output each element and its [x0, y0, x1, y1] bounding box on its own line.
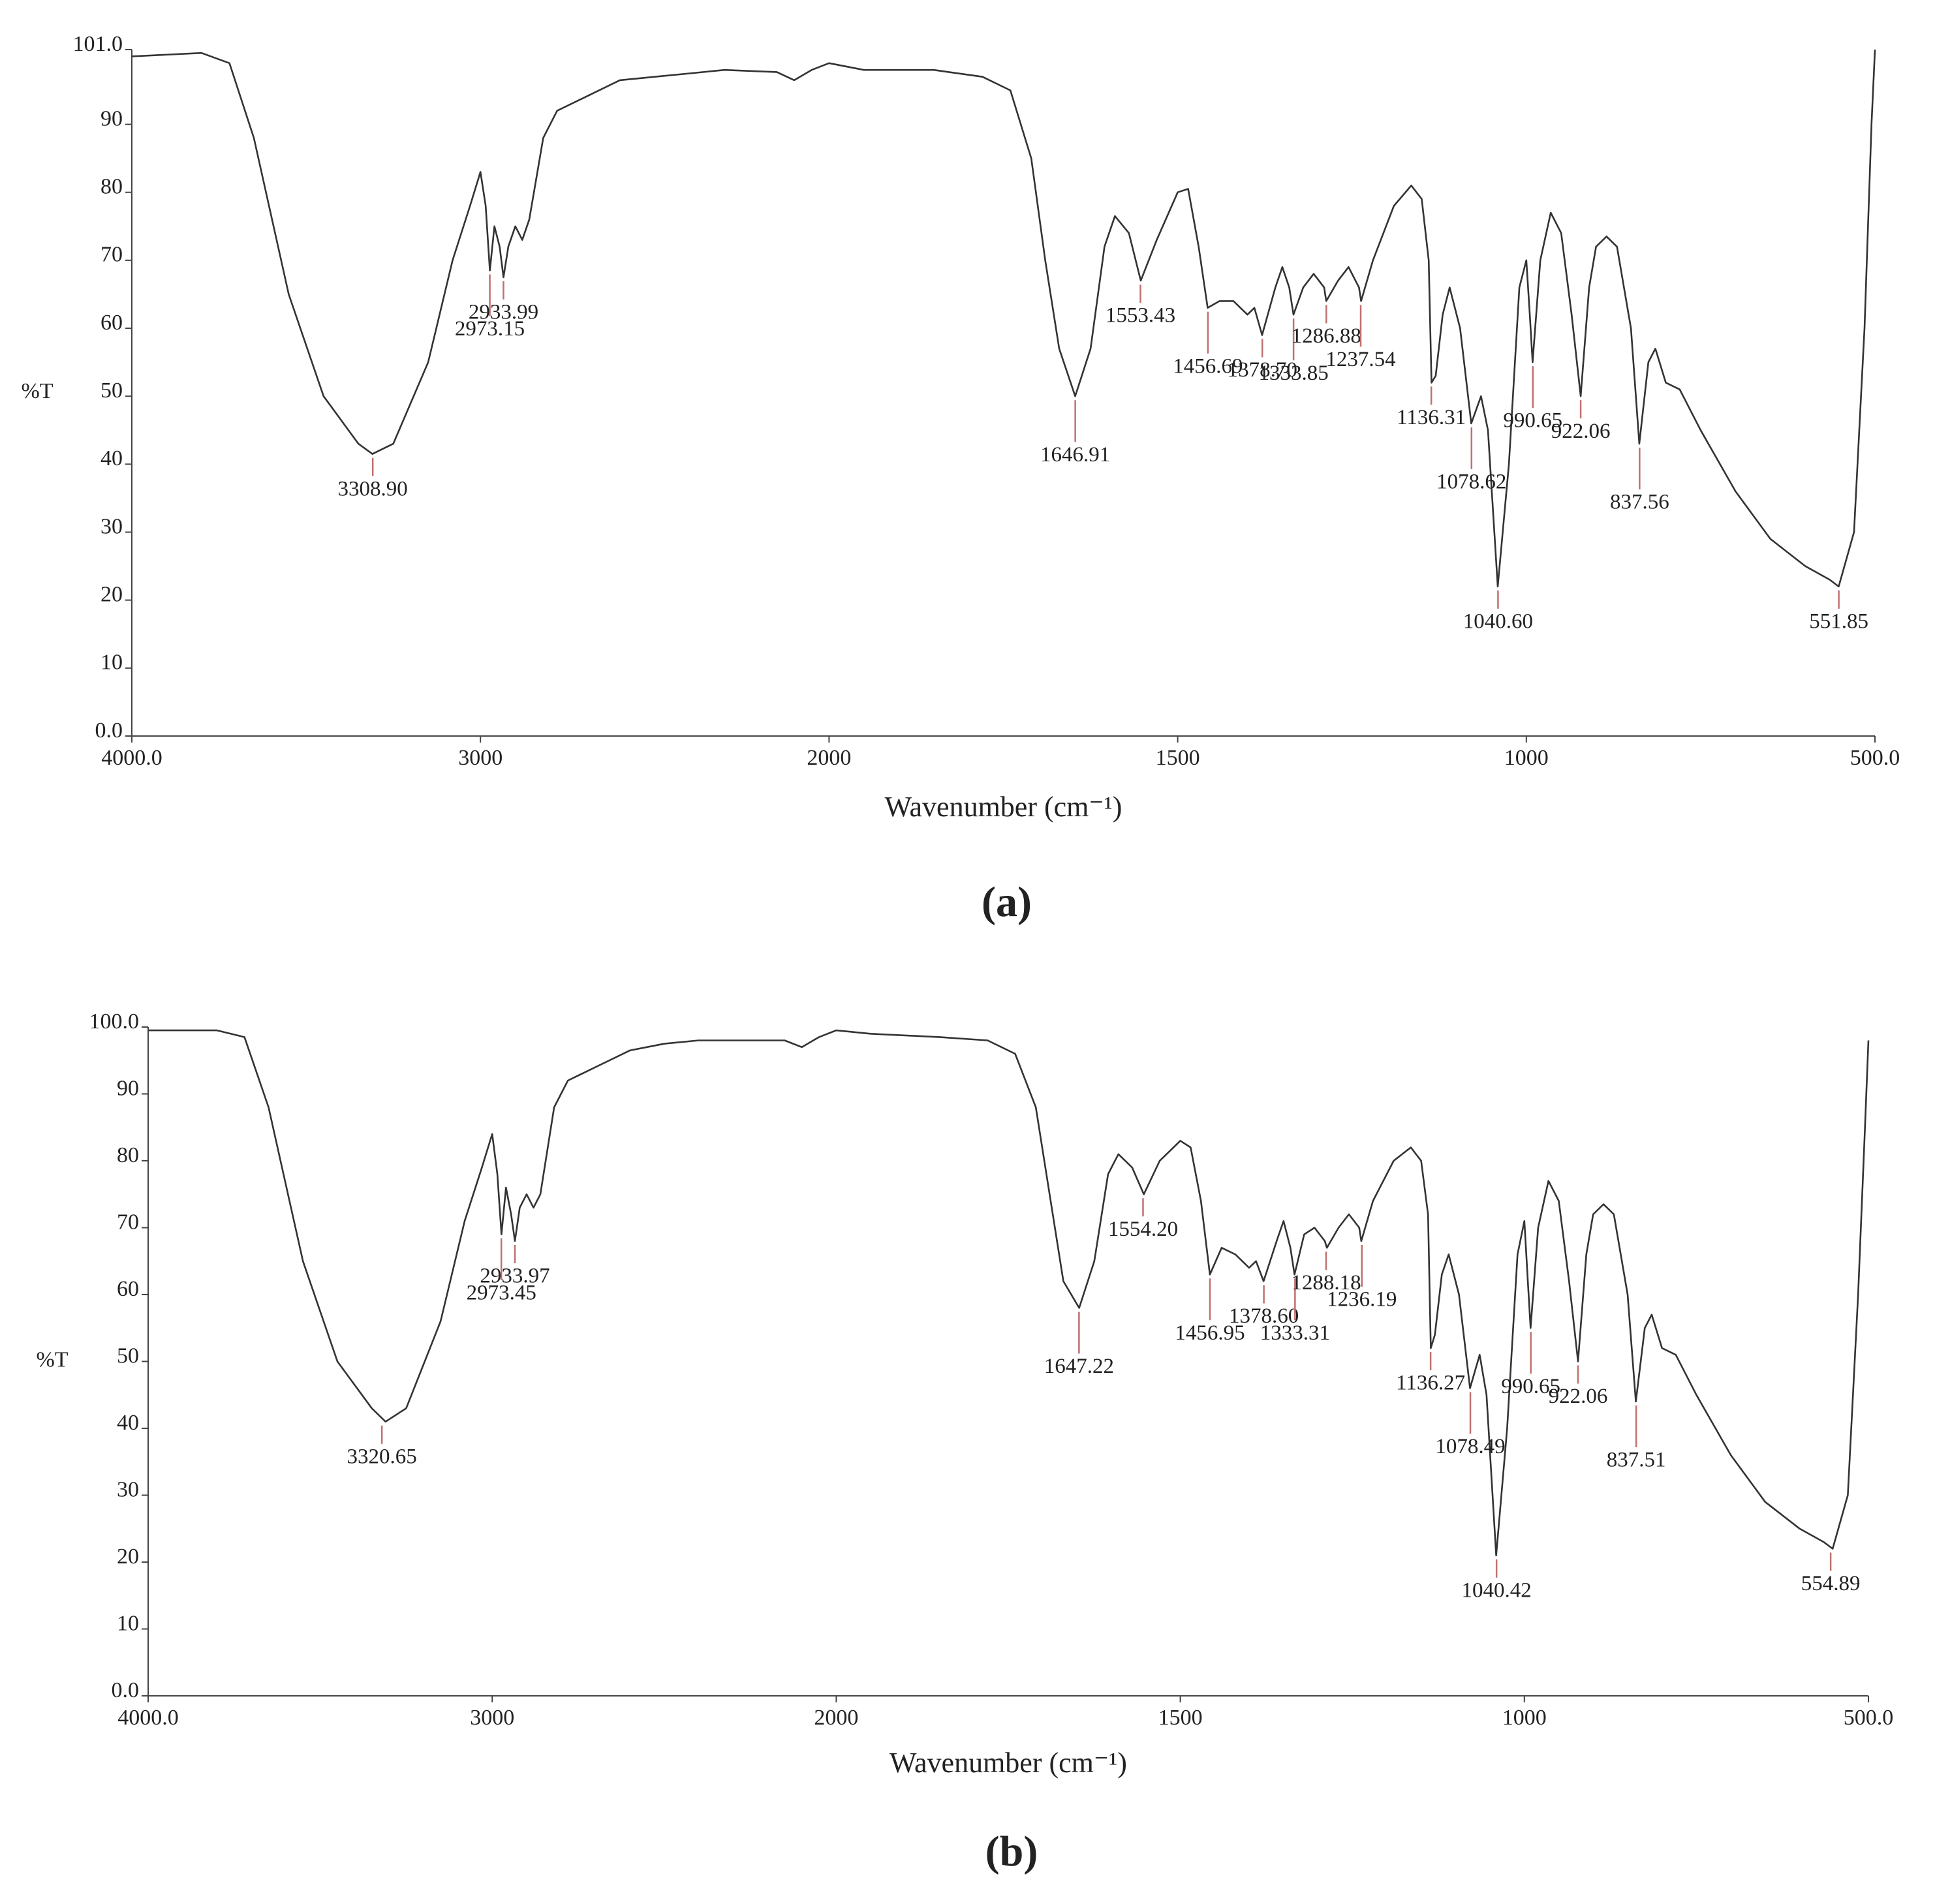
y-tick-label: 10 [101, 651, 123, 675]
peak-label: 1553.43 [1106, 304, 1175, 328]
peak-label: 922.06 [1549, 1385, 1608, 1408]
peak-label: 990.65 [1503, 409, 1562, 433]
y-tick-label: 50 [101, 378, 123, 403]
peak-label: 1554.20 [1108, 1218, 1178, 1241]
peak-label: 1286.88 [1292, 324, 1361, 348]
y-tick-label: 0.0 [112, 1678, 140, 1702]
y-axis-title: %T [21, 379, 53, 403]
peak-label: 1456.95 [1175, 1321, 1245, 1345]
x-tick-label: 3000 [458, 746, 503, 770]
spectrum-line [131, 49, 1876, 588]
caption: (a) [982, 878, 1032, 926]
peak-label: 1456.69 [1173, 354, 1243, 378]
x-tick-label: 2000 [814, 1706, 858, 1730]
y-tick-label: 90 [101, 106, 123, 131]
x-tick-label: 1500 [1156, 746, 1200, 770]
y-tick-label: 30 [101, 514, 123, 538]
y-tick-label: 90 [117, 1076, 139, 1100]
peak-label: 1040.60 [1463, 609, 1533, 633]
peak-label: 837.51 [1607, 1449, 1666, 1472]
peak-label: 1378.70 [1228, 358, 1297, 382]
y-tick-label: 60 [101, 311, 123, 335]
peak-label: 2933.99 [469, 301, 538, 324]
y-tick-label: 70 [101, 243, 123, 267]
y-tick-label: 0.0 [95, 718, 123, 743]
peak-label: 1378.60 [1229, 1304, 1299, 1328]
y-tick-label: 40 [117, 1411, 139, 1435]
x-tick-label: 1000 [1502, 1706, 1547, 1730]
peak-label: 2973.45 [467, 1281, 536, 1304]
peak-label: 1136.31 [1397, 406, 1466, 429]
peak-label: 1237.54 [1325, 348, 1395, 371]
y-tick-label: 60 [117, 1277, 139, 1301]
x-tick-label: 3000 [470, 1706, 514, 1730]
y-tick-label: 40 [101, 446, 123, 470]
peak-label: 1040.42 [1462, 1578, 1532, 1602]
y-tick-label: 100.0 [89, 1009, 140, 1034]
peak-label: 3308.90 [338, 477, 408, 500]
y-tick-label: 20 [117, 1544, 139, 1569]
peak-label: 1333.31 [1260, 1321, 1330, 1345]
peak-label: 1078.49 [1435, 1435, 1505, 1458]
peak-label: 1078.62 [1436, 470, 1506, 493]
peak-label: 1333.85 [1258, 361, 1328, 385]
peak-label: 1236.19 [1327, 1288, 1397, 1312]
y-tick-label: 70 [117, 1210, 139, 1234]
y-tick-label: 101.0 [73, 32, 123, 56]
y-axis-title: %T [36, 1347, 68, 1372]
x-tick-label: 500.0 [1850, 746, 1900, 770]
y-tick-label: 50 [117, 1344, 139, 1368]
caption: (b) [985, 1828, 1038, 1875]
peak-label: 551.85 [1809, 609, 1868, 633]
x-axis-title: Wavenumber (cm⁻¹) [885, 791, 1122, 823]
x-tick-label: 2000 [807, 746, 851, 770]
peak-label: 2933.97 [480, 1265, 550, 1288]
peak-label: 922.06 [1551, 420, 1611, 443]
y-tick-label: 80 [101, 175, 123, 199]
x-axis-title: Wavenumber (cm⁻¹) [890, 1747, 1127, 1779]
x-tick-label: 1000 [1504, 746, 1549, 770]
peak-label: 2973.15 [455, 317, 525, 341]
y-tick-label: 30 [117, 1477, 139, 1501]
peak-label: 1647.22 [1044, 1355, 1114, 1378]
spectrum-line [148, 1029, 1870, 1557]
peak-label: 837.56 [1610, 491, 1669, 514]
y-tick-label: 20 [101, 582, 123, 606]
x-tick-label: 500.0 [1844, 1706, 1894, 1730]
y-tick-label: 80 [117, 1143, 139, 1167]
x-tick-label: 4000.0 [101, 746, 163, 770]
peak-label: 1646.91 [1040, 443, 1110, 467]
peak-label: 1288.18 [1291, 1271, 1361, 1295]
peak-label: 3320.65 [347, 1445, 417, 1468]
x-tick-label: 1500 [1158, 1706, 1203, 1730]
peak-label: 554.89 [1801, 1572, 1861, 1595]
x-tick-label: 4000.0 [117, 1706, 179, 1730]
peak-label: 990.65 [1501, 1375, 1560, 1398]
y-tick-label: 10 [117, 1611, 139, 1635]
peak-label: 1136.27 [1396, 1372, 1465, 1395]
